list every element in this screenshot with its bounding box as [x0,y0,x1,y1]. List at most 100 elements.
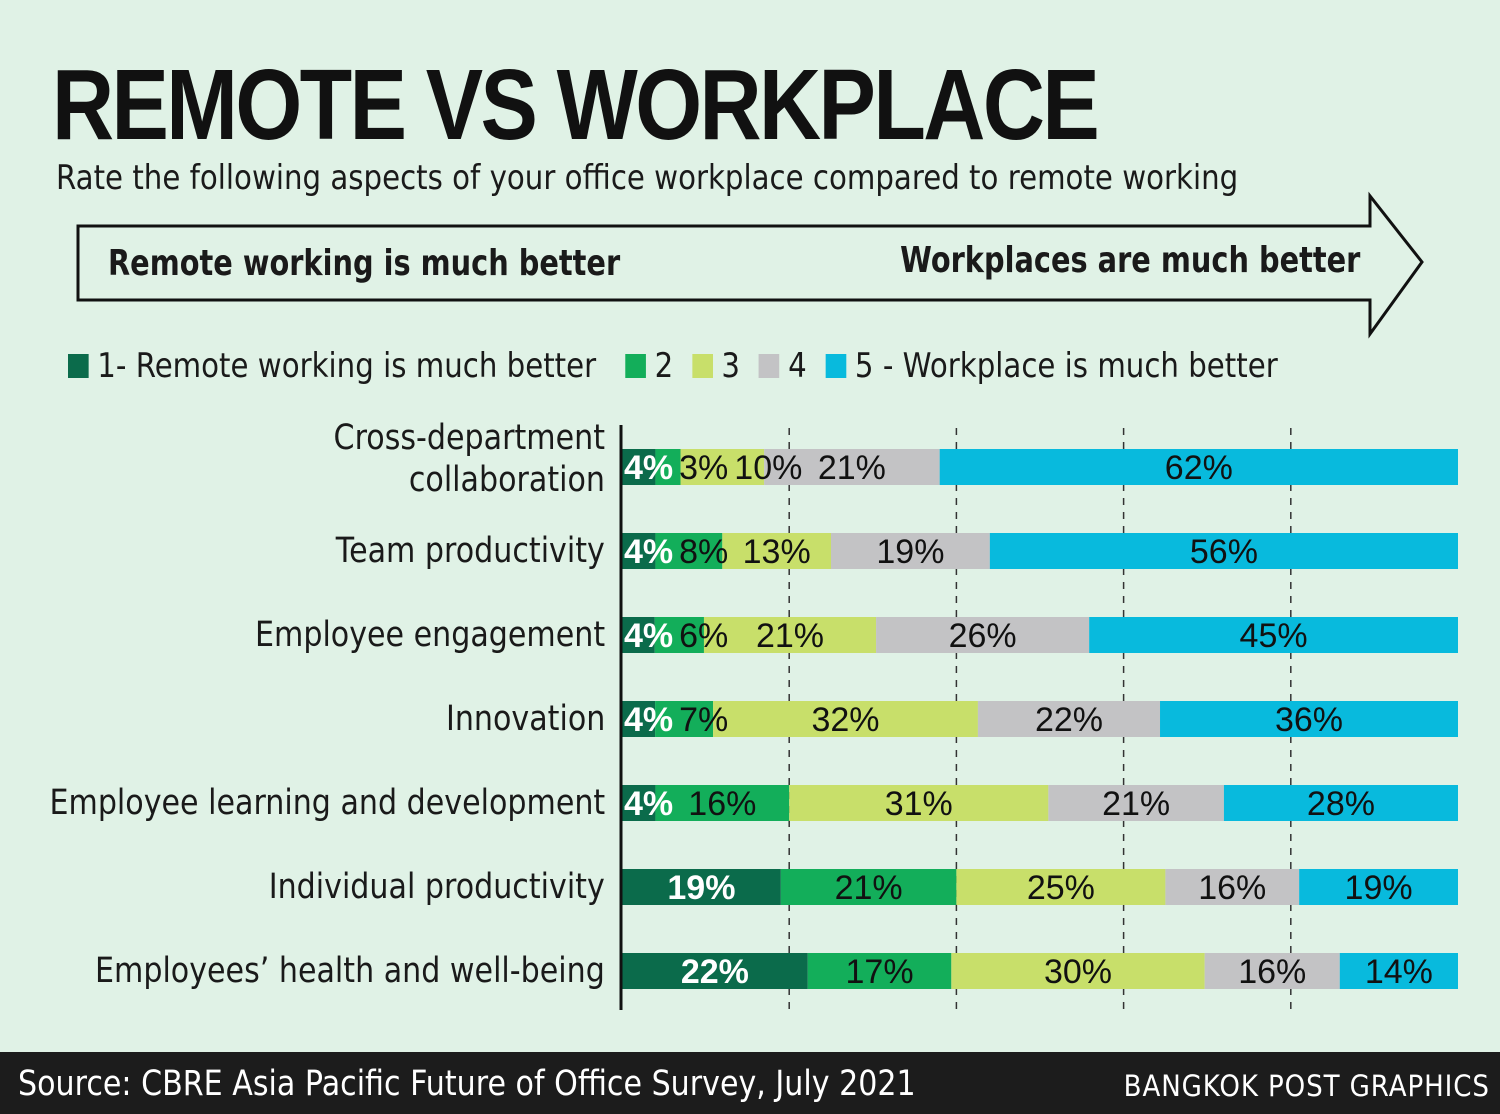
data-label: 4% [624,617,673,655]
data-label: 13% [743,533,811,571]
arrow-left-label: Remote working is much better [108,243,621,284]
legend-label: 4 [788,346,807,386]
data-label: 16% [1238,953,1306,991]
bar-segment [622,869,781,905]
data-label: 30% [1044,953,1112,991]
bar-segment [789,785,1049,821]
data-label: 26% [949,617,1017,655]
bar-segment [939,449,1458,485]
data-label: 32% [811,701,879,739]
bar-segment [1299,869,1458,905]
chart-subtitle: Rate the following aspects of your offic… [56,158,1239,198]
legend-item: 4 [758,346,807,386]
legend-item: 1- Remote working is much better [68,346,596,386]
category-label: Employee engagement [254,615,605,655]
legend-swatch [758,354,780,378]
data-label: 4% [624,701,673,739]
category-label: Cross-department collaboration [333,418,605,500]
data-label: 14% [1365,953,1433,991]
bar-segment [622,449,656,485]
bar-segment [703,617,877,653]
data-label: 21% [835,869,903,907]
bar-segment [764,449,940,485]
bar-segment [951,953,1205,989]
legend-label: 3 [721,346,740,386]
category-label: Employee learning and development [49,783,605,823]
data-label: 25% [1027,869,1095,907]
bar-segment [655,449,681,485]
data-label: 45% [1240,617,1308,655]
category-label: Employees’ health and well-being [95,951,605,991]
data-label: 4% [624,449,673,487]
scale-arrow [76,191,1424,339]
bar-segment [680,449,765,485]
data-label: 19% [1345,869,1413,907]
data-label: 19% [667,869,735,907]
legend-swatch [825,354,847,378]
bar-segment [722,533,831,569]
data-label: 21% [818,449,886,487]
data-label: 22% [1035,701,1103,739]
scale-arrow-shape [76,191,1424,339]
legend-item: 3 [692,346,740,386]
data-label: 62% [1165,449,1233,487]
legend-label: 1- Remote working is much better [97,346,597,386]
bar-segment [1223,785,1458,821]
graphics-credit: BANGKOK POST GRAPHICS [1123,1069,1490,1103]
bar-segment [780,869,957,905]
legend: 1- Remote working is much better 2 3 4 5 - W… [68,346,1297,386]
bar-segment [622,701,656,737]
data-label: 3% [679,449,728,487]
bar-segment [831,533,990,569]
bar-segment [989,533,1458,569]
data-label: 56% [1190,533,1258,571]
bar-segment [1204,953,1340,989]
data-label: 19% [876,533,944,571]
source-note: Source: CBRE Asia Pacific Future of Offi… [18,1064,916,1104]
data-label: 16% [688,785,756,823]
category-label: Innovation [445,699,605,739]
bar-segment [655,533,723,569]
bar-segment [622,953,808,989]
data-label: 4% [624,533,673,571]
legend-label: 2 [654,346,674,386]
bar-segment [655,785,790,821]
bar-segment [1048,785,1224,821]
bar-segment [622,533,656,569]
bar-segment [622,617,655,653]
bar-segment [654,617,704,653]
data-label: 6% [679,617,728,655]
data-label: 7% [679,701,728,739]
category-label: Individual productivity [268,867,605,907]
data-label: 4% [624,785,673,823]
data-label: 22% [681,953,749,991]
legend-swatch [625,354,647,378]
data-label: 21% [1102,785,1170,823]
bar-segment [1089,617,1458,653]
bar-segment [713,701,978,737]
data-label: 10% [734,449,802,487]
bar-segment [622,785,656,821]
bar-segment [1165,869,1300,905]
chart-title: REMOTE VS WORKPLACE [52,49,1100,161]
data-label: 8% [679,533,728,571]
bar-segment [655,701,714,737]
data-label: 21% [756,617,824,655]
data-label: 31% [885,785,953,823]
legend-item: 5 - Workplace is much better [825,346,1278,386]
footer: Source: CBRE Asia Pacific Future of Offi… [0,1052,1500,1114]
legend-label: 5 - Workplace is much better [854,346,1278,386]
bar-segment [956,869,1166,905]
bar-segment [807,953,952,989]
bar-segment [1160,701,1458,737]
data-label: 36% [1275,701,1343,739]
legend-swatch [692,354,713,378]
arrow-right-label: Workplaces are much better [899,240,1360,281]
bar-segment [876,617,1090,653]
data-label: 17% [846,953,914,991]
legend-item: 2 [625,346,673,386]
category-label: Team productivity [335,531,605,571]
bar-segment [977,701,1161,737]
data-label: 28% [1307,785,1375,823]
